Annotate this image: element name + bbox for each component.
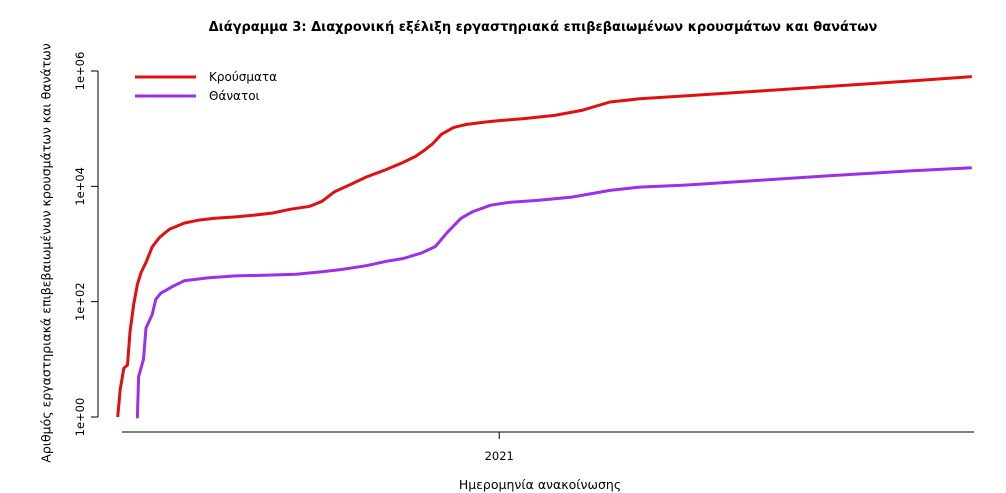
x-axis-title: Ημερομηνία ανακοίνωσης <box>458 477 622 492</box>
legend: Κρούσματα Θάνατοι <box>135 70 277 103</box>
y-tick-label: 1e+00 <box>73 398 87 437</box>
y-tick-label: 1e+06 <box>73 52 87 91</box>
x-axis: 2021 <box>122 431 974 463</box>
x-tick-label: 2021 <box>485 449 514 463</box>
legend-label-1: Κρούσματα <box>209 70 277 84</box>
y-tick-label: 1e+04 <box>73 167 87 206</box>
series-line-1 <box>116 75 972 418</box>
legend-label-2: Θάνατοι <box>209 89 260 103</box>
series-layer <box>116 75 972 419</box>
y-axis: 1e+00 1e+02 1e+04 1e+06 <box>73 52 99 437</box>
chart-title: Διάγραμμα 3: Διαχρονική εξέλιξη εργαστηρ… <box>208 20 878 35</box>
series-line-2 <box>135 166 972 419</box>
y-tick-label: 1e+02 <box>73 282 87 321</box>
